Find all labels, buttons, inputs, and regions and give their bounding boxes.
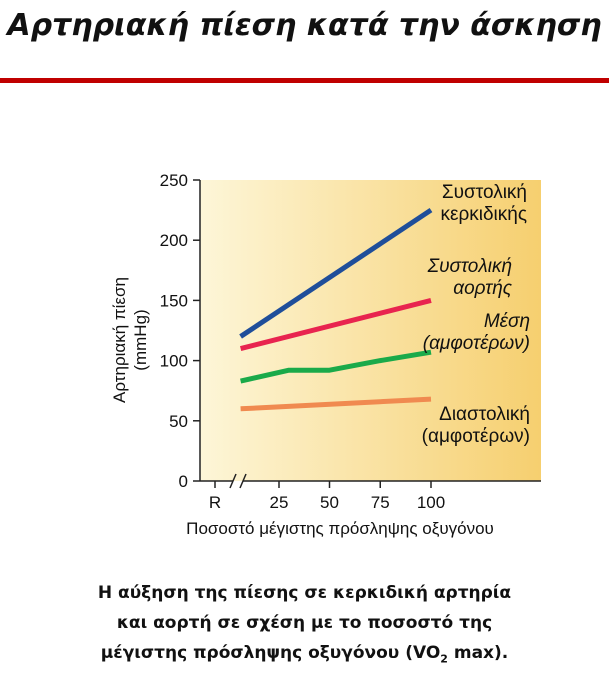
x-axis-label: Ποσοστό μέγιστης πρόσληψης οξυγόνου	[186, 519, 494, 538]
y-axis-label-line2: (mmHg)	[131, 309, 150, 370]
y-tick-label: 250	[160, 171, 188, 190]
series-label: Μέση	[484, 311, 530, 332]
series-line	[240, 349, 432, 384]
series-label: (αμφοτέρων)	[423, 333, 530, 354]
x-tick-label: 75	[371, 493, 390, 512]
caption-line-3-text: μέγιστης πρόσληψης οξυγόνου (VO	[100, 643, 441, 663]
series-label: κερκιδικής	[440, 204, 527, 225]
plot-background	[200, 180, 541, 481]
blood-pressure-chart: 0 50 100 150 200 250 R 25 50 75 100 Συστολική κερκ…	[0, 150, 609, 550]
x-tick-label: 50	[320, 493, 339, 512]
series-label: (αμφοτέρων)	[422, 426, 530, 447]
x-axis: R 25 50 75 100	[200, 473, 541, 512]
series-label: αορτής	[453, 278, 513, 299]
axis-break-mark	[239, 473, 247, 489]
y-tick-label: 100	[160, 352, 188, 371]
caption: Η αύξηση της πίεσης σε κερκιδική αρτηρία…	[0, 578, 609, 674]
series-labels: ΣυστολικήκερκιδικήςΣυστολικήαορτήςΜέση(α…	[422, 182, 530, 447]
caption-subscript: 2	[440, 652, 448, 666]
caption-line-1: Η αύξηση της πίεσης σε κερκιδική αρτηρία	[97, 583, 512, 603]
y-tick-label: 150	[160, 291, 188, 310]
series-lines	[239, 208, 433, 412]
x-tick-label: 100	[417, 493, 445, 512]
series-label: Συστολική	[427, 256, 512, 277]
title-rule	[0, 78, 609, 83]
series-label: Διαστολική	[439, 404, 530, 425]
y-tick-label: 0	[179, 472, 188, 491]
x-tick-label: R	[209, 493, 221, 512]
y-axis-label-line1: Αρτηριακή πίεση	[110, 277, 129, 403]
series-line	[239, 297, 432, 352]
caption-line-3: μέγιστης πρόσληψης οξυγόνου (VO2 max).	[0, 638, 609, 674]
caption-line-2: και αορτή σε σχέση με το ποσοστό της	[116, 613, 493, 633]
series-line	[239, 208, 433, 339]
axis-break-mark	[229, 473, 237, 489]
series-line	[240, 396, 432, 412]
caption-line-3-end: max).	[447, 643, 509, 663]
y-tick-label: 50	[169, 412, 188, 431]
x-tick-label: 25	[270, 493, 289, 512]
slide-title: Αρτηριακή πίεση κατά την άσκηση	[7, 8, 602, 43]
y-axis: 0 50 100 150 200 250	[160, 171, 201, 491]
series-label: Συστολική	[442, 182, 527, 203]
y-tick-label: 200	[160, 231, 188, 250]
